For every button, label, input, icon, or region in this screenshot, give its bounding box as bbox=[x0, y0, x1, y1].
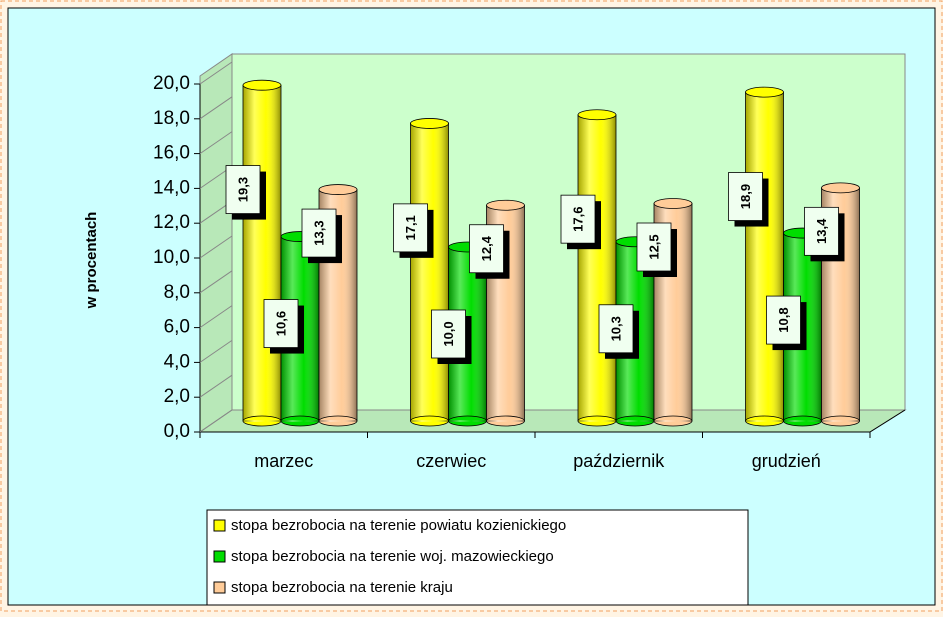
y-tick-depth bbox=[199, 61, 233, 85]
x-axis-depth bbox=[869, 409, 906, 433]
value-label: 19,3 bbox=[235, 177, 250, 202]
y-tick-depth bbox=[199, 270, 233, 294]
value-label: 13,4 bbox=[814, 218, 829, 244]
y-tick-depth bbox=[199, 339, 233, 363]
value-label-box bbox=[636, 222, 672, 272]
y-tick-depth bbox=[199, 409, 233, 433]
y-tick-label: 20,0 bbox=[153, 73, 190, 94]
value-label-box bbox=[225, 165, 261, 214]
y-tick-label: 18,0 bbox=[153, 108, 190, 129]
y-tick-label: 14,0 bbox=[153, 177, 190, 198]
bar-shading bbox=[616, 420, 654, 422]
y-tick-depth bbox=[199, 235, 233, 259]
value-label: 12,5 bbox=[646, 234, 661, 259]
bar-top bbox=[242, 79, 282, 91]
bar-cylinder bbox=[577, 109, 617, 427]
y-axis-label: w procentach bbox=[83, 212, 100, 310]
value-label: 13,3 bbox=[311, 220, 326, 245]
y-tick-label: 12,0 bbox=[153, 212, 190, 233]
y-tick-depth bbox=[199, 305, 233, 329]
y-tick-depth bbox=[199, 374, 233, 398]
value-label-box bbox=[766, 295, 801, 345]
bar-cylinder bbox=[318, 184, 358, 427]
value-label: 10,6 bbox=[273, 311, 288, 336]
bar-cylinder bbox=[410, 118, 449, 427]
bar-shading bbox=[783, 420, 822, 422]
bar-top bbox=[486, 199, 525, 211]
bar-shading bbox=[410, 123, 449, 422]
bar-shading bbox=[486, 420, 525, 422]
value-label-box bbox=[560, 194, 596, 244]
value-label-box bbox=[728, 172, 763, 221]
bar-cylinder bbox=[653, 198, 693, 427]
bar-cylinder bbox=[242, 79, 282, 427]
legend-swatch bbox=[213, 550, 226, 563]
y-tick-label: 4,0 bbox=[164, 351, 190, 372]
bar-top bbox=[318, 184, 358, 195]
bar-shading bbox=[654, 420, 692, 422]
x-tick-label: październik bbox=[573, 451, 665, 471]
x-tick-label: czerwiec bbox=[416, 451, 486, 471]
value-label: 10,3 bbox=[608, 316, 623, 341]
bar-top bbox=[653, 198, 693, 209]
y-tick-depth bbox=[199, 96, 233, 120]
y-tick-label: 0,0 bbox=[164, 421, 190, 442]
bar-shading bbox=[745, 92, 784, 421]
side-wall bbox=[199, 53, 233, 433]
legend-label: stopa bezrobocia na terenie kraju bbox=[231, 579, 453, 596]
y-tick-label: 8,0 bbox=[164, 282, 190, 303]
bar-top bbox=[821, 182, 860, 194]
y-tick-label: 6,0 bbox=[164, 317, 190, 338]
bar-shading bbox=[448, 420, 487, 422]
bar-shading bbox=[319, 420, 357, 422]
x-tick-label: marzec bbox=[254, 451, 313, 471]
value-label-box bbox=[393, 203, 428, 253]
bar-shading bbox=[821, 420, 860, 422]
bar-shading bbox=[281, 420, 319, 422]
value-label-box bbox=[598, 304, 634, 354]
bar-shading bbox=[410, 420, 449, 422]
x-tick-label: grudzień bbox=[752, 451, 821, 471]
bar-shading bbox=[243, 85, 281, 422]
bar-cylinder bbox=[745, 86, 784, 427]
value-label: 10,0 bbox=[441, 321, 456, 346]
value-label: 10,8 bbox=[776, 307, 791, 332]
legend bbox=[206, 509, 749, 606]
y-tick-label: 2,0 bbox=[164, 386, 190, 407]
bar-top bbox=[410, 118, 449, 129]
value-label: 17,1 bbox=[403, 215, 418, 240]
y-tick-label: 16,0 bbox=[153, 143, 190, 164]
bar-shading bbox=[745, 420, 784, 422]
y-tick-depth bbox=[199, 131, 233, 155]
legend-swatch bbox=[213, 581, 226, 594]
value-label-box bbox=[431, 309, 466, 359]
bar-shading bbox=[243, 420, 281, 422]
value-label: 17,6 bbox=[570, 207, 585, 232]
value-label-box bbox=[263, 299, 299, 348]
value-label-box bbox=[804, 206, 839, 256]
value-label-box bbox=[301, 208, 337, 258]
y-tick-label: 10,0 bbox=[153, 247, 190, 268]
legend-swatch bbox=[213, 519, 226, 532]
value-label: 12,4 bbox=[479, 235, 494, 261]
bar-top bbox=[745, 86, 784, 98]
value-label-box bbox=[469, 224, 504, 274]
legend-label: stopa bezrobocia na terenie powiatu kozi… bbox=[231, 517, 566, 534]
value-label: 18,9 bbox=[738, 184, 753, 209]
bar-shading bbox=[578, 420, 616, 422]
legend-label: stopa bezrobocia na terenie woj. mazowie… bbox=[231, 548, 554, 565]
bar-top bbox=[577, 109, 617, 121]
bar-shading bbox=[578, 114, 616, 421]
